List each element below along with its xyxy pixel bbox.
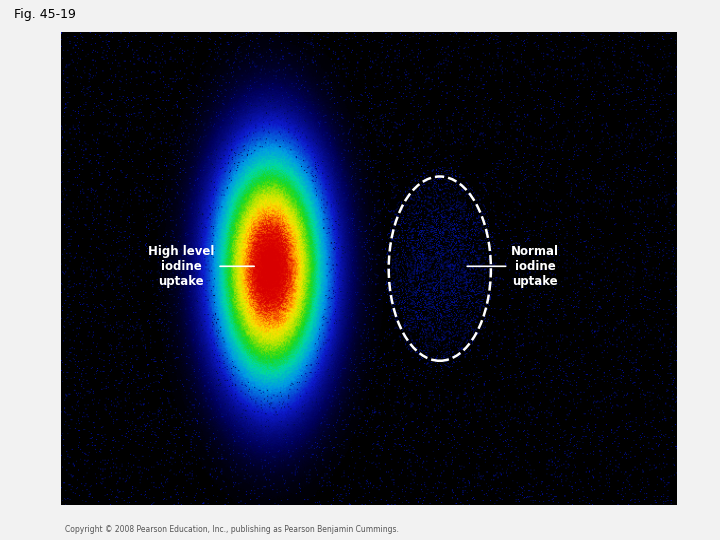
Text: Copyright © 2008 Pearson Education, Inc., publishing as Pearson Benjamin Cumming: Copyright © 2008 Pearson Education, Inc.… xyxy=(65,524,399,534)
Text: High level
iodine
uptake: High level iodine uptake xyxy=(148,245,254,288)
Text: Fig. 45-19: Fig. 45-19 xyxy=(14,8,76,21)
Text: Normal
iodine
uptake: Normal iodine uptake xyxy=(467,245,559,288)
